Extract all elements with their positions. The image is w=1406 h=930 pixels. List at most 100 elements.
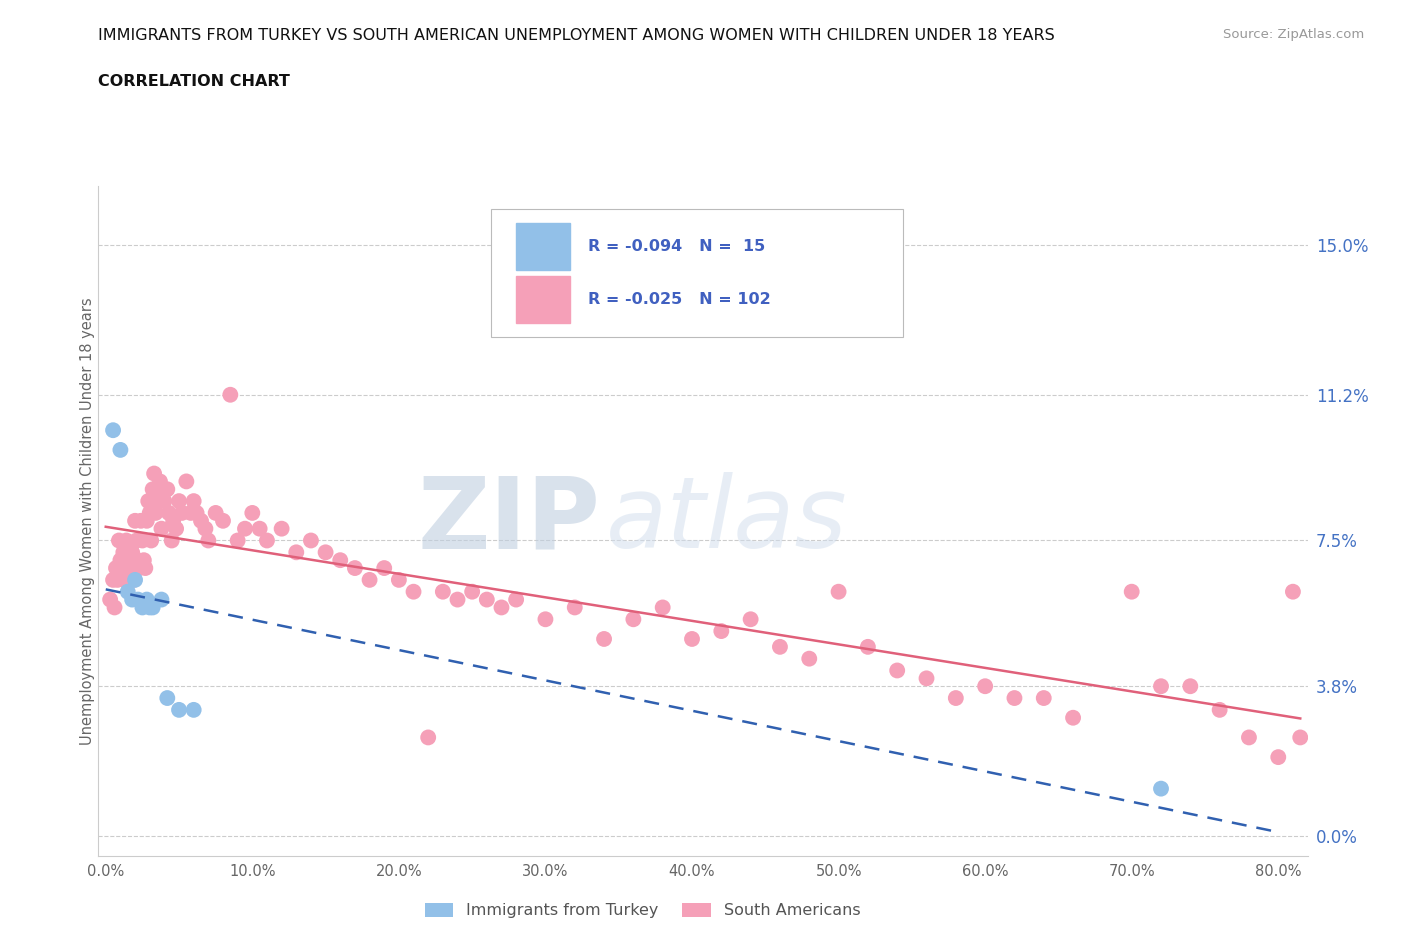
Point [157,506,180,521]
Text: atlas: atlas [606,472,848,569]
Point [186,506,208,521]
Point [150,592,173,607]
Point [740,612,762,627]
Point [131,600,153,615]
Point [270,521,292,536]
Point [945,691,967,706]
Point [710,624,733,639]
Point [110,443,132,458]
Point [128,561,150,576]
Point [1208,702,1230,717]
Point [117,584,139,599]
Point [120,573,142,588]
Point [856,640,879,655]
Y-axis label: Unemployment Among Women with Children Under 18 years: Unemployment Among Women with Children U… [80,297,94,745]
Point [621,612,644,627]
Point [135,592,157,607]
Point [101,423,124,438]
Point [122,573,145,588]
Point [176,474,198,489]
Point [141,533,163,548]
Point [593,631,616,646]
Point [125,533,148,548]
Point [769,640,792,655]
Point [146,482,169,497]
Point [115,533,138,548]
Text: ZIP: ZIP [418,472,600,569]
Point [167,702,190,717]
Point [204,506,226,521]
Point [491,600,513,615]
Point [114,573,136,588]
Point [1062,711,1084,725]
Point [315,545,337,560]
Point [418,730,440,745]
Point [112,545,135,560]
Point [388,573,411,588]
Point [240,506,263,521]
Point [1282,584,1305,599]
Point [974,679,997,694]
Point [681,631,703,646]
Point [156,482,179,497]
Point [135,513,157,528]
Point [827,584,849,599]
Point [233,521,256,536]
Point [1032,691,1054,706]
Point [249,521,271,536]
Point [1289,730,1312,745]
Point [226,533,249,548]
Point [121,592,143,607]
Point [111,561,134,576]
Point [134,561,156,576]
Point [219,387,242,402]
Point [299,533,322,548]
Text: R = -0.025   N = 102: R = -0.025 N = 102 [588,292,770,307]
Point [124,573,146,588]
Point [127,592,149,607]
Point [183,494,205,509]
Point [98,592,121,607]
Point [915,671,938,685]
FancyBboxPatch shape [492,209,903,337]
Point [138,506,160,521]
Bar [516,276,569,323]
Point [1180,679,1202,694]
Point [127,552,149,567]
Point [170,506,193,521]
Point [651,600,673,615]
Point [129,513,152,528]
Point [108,533,131,548]
Point [256,533,278,548]
Point [1004,691,1026,706]
Text: R = -0.094   N =  15: R = -0.094 N = 15 [588,239,765,254]
Point [402,584,425,599]
Point [1267,750,1289,764]
Point [156,691,179,706]
Text: IMMIGRANTS FROM TURKEY VS SOUTH AMERICAN UNEMPLOYMENT AMONG WOMEN WITH CHILDREN : IMMIGRANTS FROM TURKEY VS SOUTH AMERICAN… [98,28,1054,43]
Point [1121,584,1143,599]
Point [142,600,165,615]
Point [105,561,128,576]
Point [534,612,557,627]
Point [1150,679,1173,694]
Point [124,513,146,528]
Point [285,545,308,560]
Point [103,600,125,615]
Point [148,494,170,509]
Point [180,506,202,521]
Point [138,600,160,615]
Point [110,552,132,567]
Point [143,466,166,481]
Point [343,561,366,576]
Point [1150,781,1173,796]
Point [162,513,184,528]
Point [183,702,205,717]
Point [136,494,159,509]
Point [160,533,183,548]
Legend: Immigrants from Turkey, South Americans: Immigrants from Turkey, South Americans [418,897,868,924]
Point [373,561,395,576]
Point [121,545,143,560]
Point [142,482,165,497]
Point [131,533,153,548]
